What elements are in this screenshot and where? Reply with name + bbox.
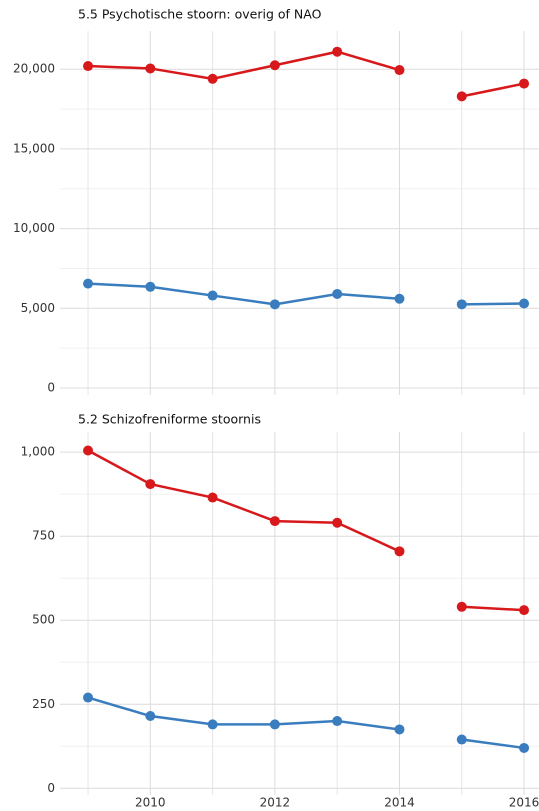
line xyxy=(461,738,525,750)
point xyxy=(145,711,156,722)
line xyxy=(87,50,400,81)
point xyxy=(207,719,218,730)
point xyxy=(269,719,280,730)
y-tick-label: 20,000 xyxy=(13,62,55,76)
y-tick-label: 10,000 xyxy=(13,221,55,235)
point xyxy=(456,91,467,102)
point xyxy=(145,281,156,292)
x-tick-label: 2012 xyxy=(260,796,291,810)
point xyxy=(456,601,467,612)
line xyxy=(461,302,525,306)
x-tick-label: 2010 xyxy=(135,796,166,810)
line xyxy=(87,282,400,306)
point xyxy=(145,479,156,490)
y-tick-label: 500 xyxy=(32,613,55,627)
point xyxy=(83,445,94,456)
point xyxy=(394,293,405,304)
point xyxy=(207,290,218,301)
point xyxy=(394,546,405,557)
point xyxy=(519,78,530,89)
line xyxy=(87,449,400,553)
point xyxy=(394,724,405,735)
point xyxy=(519,605,530,616)
point xyxy=(83,278,94,289)
point xyxy=(269,60,280,71)
point xyxy=(519,298,530,309)
y-tick-label: 5,000 xyxy=(21,301,55,315)
y-tick-label: 0 xyxy=(47,380,55,394)
y-tick-label: 0 xyxy=(47,781,55,795)
point xyxy=(269,299,280,310)
chart-title: 5.2 Schizofreniforme stoornis xyxy=(78,412,261,427)
point xyxy=(269,516,280,527)
line xyxy=(461,82,525,98)
y-tick-label: 750 xyxy=(32,529,55,543)
point xyxy=(207,73,218,84)
point xyxy=(332,46,343,57)
chart-title: 5.5 Psychotische stoorn: overig of NAO xyxy=(78,7,322,22)
y-tick-label: 15,000 xyxy=(13,141,55,155)
point xyxy=(332,288,343,299)
point xyxy=(83,692,94,703)
y-tick-label: 1,000 xyxy=(21,445,55,459)
point xyxy=(456,299,467,310)
point xyxy=(394,65,405,76)
point xyxy=(83,61,94,72)
x-tick-label: 2016 xyxy=(509,796,539,810)
y-tick-label: 250 xyxy=(32,697,55,711)
point xyxy=(332,716,343,727)
line xyxy=(87,696,400,731)
point xyxy=(207,492,218,503)
x-tick-label: 2014 xyxy=(384,796,415,810)
point xyxy=(145,63,156,74)
point xyxy=(456,734,467,745)
line xyxy=(461,605,525,612)
point xyxy=(519,742,530,753)
point xyxy=(332,517,343,528)
